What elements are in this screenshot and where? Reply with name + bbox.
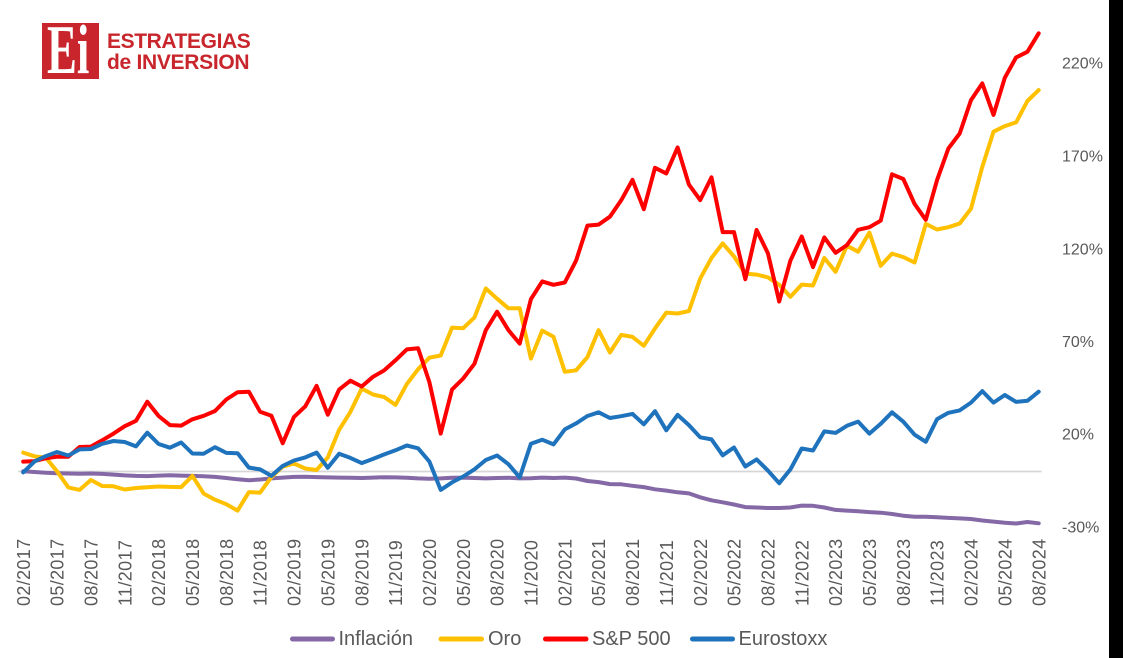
svg-text:05/2021: 05/2021 [589, 538, 609, 606]
svg-text:05/2018: 05/2018 [183, 538, 203, 606]
svg-text:05/2020: 05/2020 [454, 538, 474, 606]
svg-text:-30%: -30% [1062, 520, 1099, 537]
svg-text:08/2020: 08/2020 [488, 538, 508, 606]
svg-text:11/2018: 11/2018 [251, 540, 271, 606]
svg-text:05/2022: 05/2022 [725, 538, 745, 606]
svg-text:05/2017: 05/2017 [48, 538, 68, 606]
svg-text:11/2022: 11/2022 [792, 540, 812, 606]
svg-text:11/2021: 11/2021 [657, 540, 677, 606]
svg-text:02/2018: 02/2018 [149, 538, 169, 606]
svg-text:11/2020: 11/2020 [522, 540, 542, 606]
svg-text:02/2022: 02/2022 [691, 538, 711, 606]
svg-text:08/2019: 08/2019 [352, 538, 372, 606]
svg-text:220%: 220% [1062, 56, 1103, 73]
svg-text:08/2024: 08/2024 [1029, 538, 1049, 606]
svg-text:02/2024: 02/2024 [962, 538, 982, 606]
svg-text:S&P 500: S&P 500 [592, 628, 671, 650]
svg-text:08/2018: 08/2018 [217, 538, 237, 606]
svg-text:Eurostoxx: Eurostoxx [739, 628, 828, 650]
svg-text:11/2017: 11/2017 [115, 540, 135, 606]
svg-text:02/2023: 02/2023 [826, 538, 846, 606]
svg-text:02/2020: 02/2020 [420, 538, 440, 606]
svg-text:08/2022: 08/2022 [759, 538, 779, 606]
svg-text:08/2017: 08/2017 [82, 538, 102, 606]
svg-text:Oro: Oro [488, 628, 521, 650]
svg-text:08/2023: 08/2023 [894, 538, 914, 606]
svg-text:Inflación: Inflación [339, 628, 414, 650]
svg-text:120%: 120% [1062, 242, 1103, 259]
svg-text:05/2024: 05/2024 [995, 538, 1015, 606]
svg-text:70%: 70% [1062, 334, 1094, 351]
svg-text:02/2017: 02/2017 [14, 538, 34, 606]
svg-text:11/2023: 11/2023 [928, 540, 948, 606]
svg-text:02/2021: 02/2021 [555, 538, 575, 606]
svg-text:11/2019: 11/2019 [386, 540, 406, 606]
svg-text:05/2023: 05/2023 [860, 538, 880, 606]
svg-text:05/2019: 05/2019 [318, 538, 338, 606]
svg-text:170%: 170% [1062, 149, 1103, 166]
svg-text:08/2021: 08/2021 [623, 538, 643, 606]
svg-text:02/2019: 02/2019 [285, 538, 305, 606]
svg-text:20%: 20% [1062, 427, 1094, 444]
